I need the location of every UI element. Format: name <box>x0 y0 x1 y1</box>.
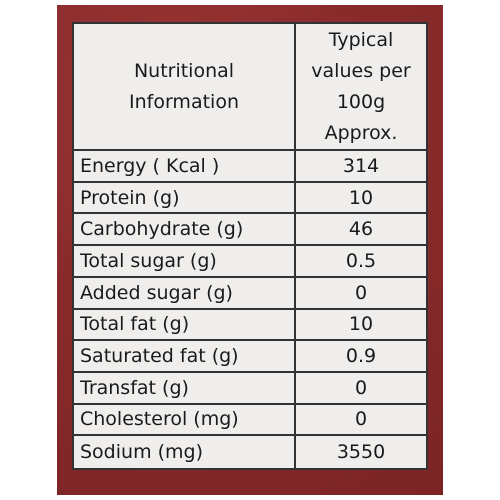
nutrient-value: 10 <box>296 310 426 342</box>
nutrient-name: Saturated fat (g) <box>74 341 296 373</box>
nutrient-value: 0 <box>296 278 426 310</box>
header-cell: Typical values per 100g Approx. <box>296 24 426 151</box>
nutrient-name: Energy ( Kcal ) <box>74 151 296 183</box>
nutrient-value: 10 <box>296 183 426 215</box>
nutrient-value: 314 <box>296 151 426 183</box>
nutrient-name: Transfat (g) <box>74 372 296 405</box>
nutrient-name: Cholesterol (mg) <box>74 404 296 437</box>
header-cell: Nutritional Information <box>74 24 296 151</box>
nutrient-value: 0 <box>296 405 426 437</box>
nutrient-value: 3550 <box>336 441 386 464</box>
nutrient-value: 0.9 <box>296 341 426 373</box>
nutrition-table: Nutritional Information Typical values p… <box>72 22 428 470</box>
nutrient-name: Sodium (mg) <box>74 436 296 468</box>
nutrient-value: 0.5 <box>296 246 426 278</box>
nutrient-name: Protein (g) <box>74 182 296 215</box>
header-text: Nutritional Information <box>129 59 239 113</box>
nutrient-name: Total fat (g) <box>74 309 296 342</box>
nutrient-value: 0 <box>296 373 426 405</box>
nutrient-name: Carbohydrate (g) <box>74 214 296 247</box>
nutrient-name: Total sugar (g) <box>74 246 296 278</box>
nutrient-name: Added sugar (g) <box>74 277 296 310</box>
nutrient-value: 46 <box>296 214 426 247</box>
header-text: Typical values per 100g Approx. <box>311 28 411 144</box>
